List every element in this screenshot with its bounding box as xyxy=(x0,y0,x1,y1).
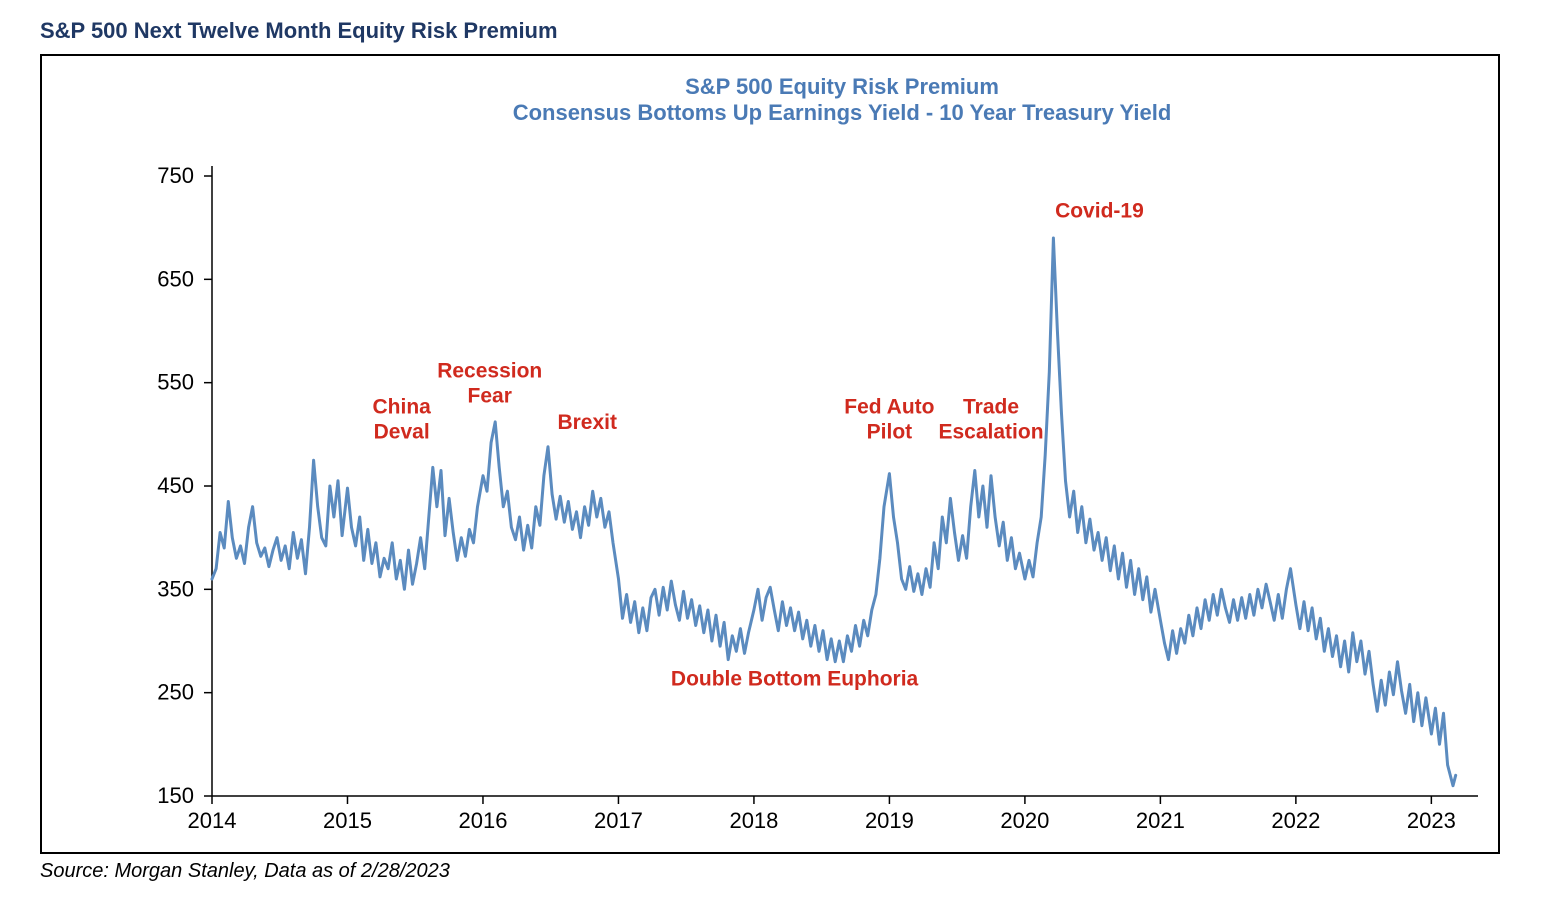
chart-inner-title-1: S&P 500 Equity Risk Premium xyxy=(685,74,999,99)
annotation-label: Recession xyxy=(437,360,542,383)
y-tick-label: 150 xyxy=(157,783,194,808)
x-tick-label: 2016 xyxy=(458,808,507,833)
x-tick-label: 2015 xyxy=(323,808,372,833)
annotation-label: Covid-19 xyxy=(1055,199,1144,222)
x-tick-label: 2023 xyxy=(1407,808,1456,833)
annotation-label: China xyxy=(373,396,432,419)
annotation-label: Fear xyxy=(468,385,512,408)
y-tick-label: 250 xyxy=(157,680,194,705)
annotation-label: Trade xyxy=(963,396,1019,419)
outer-chart-title: S&P 500 Next Twelve Month Equity Risk Pr… xyxy=(40,18,1522,44)
chart-frame: S&P 500 Equity Risk PremiumConsensus Bot… xyxy=(40,54,1500,854)
x-tick-label: 2022 xyxy=(1271,808,1320,833)
y-tick-label: 650 xyxy=(157,266,194,291)
x-tick-label: 2018 xyxy=(729,808,778,833)
annotation-label: Double Bottom Euphoria xyxy=(671,667,919,690)
page-root: S&P 500 Next Twelve Month Equity Risk Pr… xyxy=(0,0,1562,905)
x-tick-label: 2019 xyxy=(865,808,914,833)
x-tick-label: 2017 xyxy=(594,808,643,833)
annotation-label: Escalation xyxy=(939,421,1044,444)
annotation-label: Fed Auto xyxy=(844,396,934,419)
source-attribution: Source: Morgan Stanley, Data as of 2/28/… xyxy=(40,860,1522,883)
y-tick-label: 350 xyxy=(157,576,194,601)
x-tick-label: 2020 xyxy=(1000,808,1049,833)
chart-svg: S&P 500 Equity Risk PremiumConsensus Bot… xyxy=(42,56,1498,852)
y-tick-label: 450 xyxy=(157,473,194,498)
annotation-label: Deval xyxy=(374,421,430,444)
chart-bg xyxy=(42,56,1498,852)
x-tick-label: 2014 xyxy=(188,808,237,833)
x-tick-label: 2021 xyxy=(1136,808,1185,833)
y-tick-label: 750 xyxy=(157,163,194,188)
y-tick-label: 550 xyxy=(157,370,194,395)
chart-inner-title-2: Consensus Bottoms Up Earnings Yield - 10… xyxy=(513,100,1172,125)
annotation-label: Brexit xyxy=(557,411,617,434)
annotation-label: Pilot xyxy=(867,421,913,444)
